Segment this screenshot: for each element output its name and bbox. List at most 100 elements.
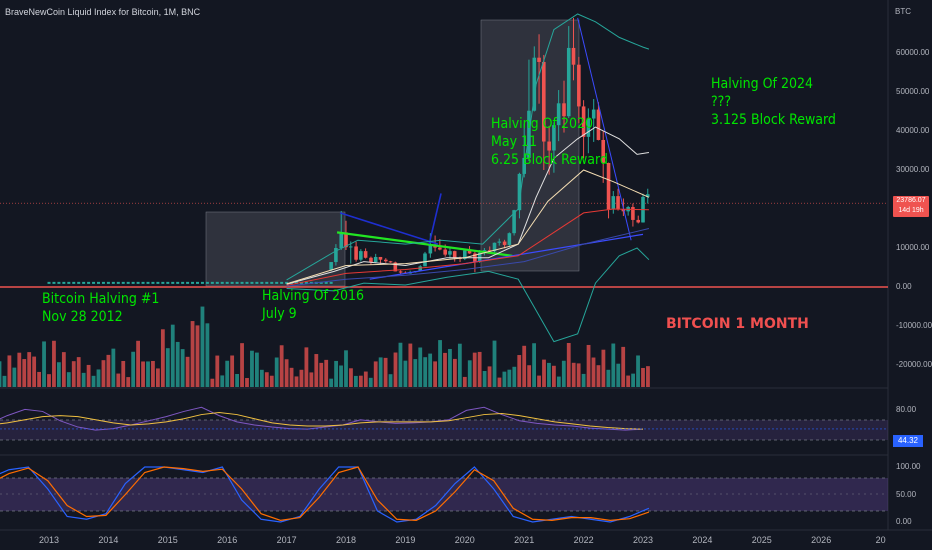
volume-bar xyxy=(259,369,264,387)
volume-bar xyxy=(160,329,165,387)
volume-bar xyxy=(438,340,442,387)
early-candle xyxy=(126,281,130,284)
candle-body xyxy=(571,47,576,65)
early-candle xyxy=(275,281,279,284)
volume-bar xyxy=(27,352,32,387)
candle-body xyxy=(438,247,442,250)
early-candle xyxy=(324,281,328,284)
moving-average xyxy=(286,169,650,285)
volume-bar xyxy=(264,372,269,387)
candle-body xyxy=(373,256,378,263)
stoch-d-line xyxy=(0,466,650,521)
early-candle xyxy=(57,281,61,284)
early-candle xyxy=(101,281,105,284)
volume-bar xyxy=(368,377,373,387)
candle-body xyxy=(383,259,388,262)
candle-body xyxy=(645,194,650,197)
candle-body xyxy=(363,251,368,258)
time-tick-label: 2021 xyxy=(514,535,535,545)
volume-bar xyxy=(220,375,225,387)
volume-bar xyxy=(324,359,329,387)
volume-bar xyxy=(52,340,56,387)
candle-body xyxy=(378,256,383,260)
volume-bar xyxy=(586,344,591,387)
annotation-line: 6.25 Block Reward xyxy=(491,152,608,168)
volume-bar xyxy=(47,374,51,387)
volume-bar xyxy=(418,347,423,387)
volume-bar xyxy=(527,365,532,387)
volume-bar xyxy=(309,372,314,387)
volume-bar xyxy=(502,371,507,387)
volume-bar xyxy=(22,359,27,387)
price-tick-label: 10000.00 xyxy=(896,243,930,252)
price-axis-unit: BTC xyxy=(895,7,911,16)
candle-body xyxy=(616,196,620,209)
early-candle xyxy=(121,281,125,284)
annotation-line: Halving Of 2024 xyxy=(711,76,814,92)
early-candle xyxy=(62,281,66,284)
volume-bar xyxy=(601,349,606,387)
volume-bar xyxy=(561,360,566,387)
trendline-blue xyxy=(339,212,439,245)
early-candle xyxy=(265,281,269,284)
candle-body xyxy=(562,103,566,117)
rsi-value-tag: 44.32 xyxy=(893,435,923,447)
time-tick-label: 2016 xyxy=(217,535,238,545)
candle-body xyxy=(348,246,353,248)
early-candle xyxy=(151,281,155,284)
early-candle xyxy=(304,281,308,284)
volume-bar xyxy=(101,360,106,387)
price-tick-label: 60000.00 xyxy=(896,48,930,57)
early-candle xyxy=(230,281,234,284)
volume-bar xyxy=(413,359,418,387)
volume-bar xyxy=(230,355,235,387)
candle-body xyxy=(398,271,403,273)
candle-body xyxy=(502,241,507,245)
volume-bar xyxy=(354,375,358,387)
volume-bar xyxy=(200,306,205,387)
volume-bar xyxy=(42,341,46,387)
volume-bar xyxy=(571,362,576,387)
candle-body xyxy=(577,64,581,107)
early-candle xyxy=(87,281,91,284)
volume-bar xyxy=(240,343,244,387)
volume-bar xyxy=(121,360,126,387)
volume-bar xyxy=(433,361,437,387)
volume-bar xyxy=(383,357,388,387)
timeframe-label: BITCOIN 1 MONTH xyxy=(666,316,809,332)
volume-bar xyxy=(532,343,536,387)
early-candle xyxy=(270,281,274,284)
candle-body xyxy=(443,249,447,255)
annotation-line: Halving Of 2016 xyxy=(262,288,365,304)
candle-body xyxy=(596,109,601,140)
volume-bar xyxy=(462,376,467,387)
early-candle xyxy=(146,281,150,284)
volume-bar xyxy=(596,365,601,387)
volume-bar xyxy=(378,357,383,387)
volume-bar xyxy=(591,357,596,387)
candle-body xyxy=(547,141,551,151)
volume-bar xyxy=(12,367,17,387)
volume-bar xyxy=(71,361,76,387)
moving-average xyxy=(286,228,650,287)
last-price-tag: 23786.07 14d 19h xyxy=(893,196,929,217)
candle-body xyxy=(463,250,467,259)
chart-title: BraveNewCoin Liquid Index for Bitcoin, 1… xyxy=(5,7,201,17)
early-candle xyxy=(106,281,110,284)
volume-bar xyxy=(641,367,645,387)
early-candle xyxy=(47,281,51,284)
volume-bar xyxy=(96,369,101,387)
volume-bar xyxy=(457,343,462,387)
early-candle xyxy=(181,281,185,284)
volume-bar xyxy=(482,370,487,387)
cycle-box-2016 xyxy=(205,211,346,287)
volume-bar xyxy=(210,378,215,387)
bollinger-lower xyxy=(286,247,650,343)
volume-bar xyxy=(274,357,279,387)
volume-bar xyxy=(136,340,140,387)
volume-bar xyxy=(215,355,220,387)
volume-bar xyxy=(7,355,12,387)
price-tick-label: 30000.00 xyxy=(896,165,930,174)
volume-bar xyxy=(250,350,254,387)
